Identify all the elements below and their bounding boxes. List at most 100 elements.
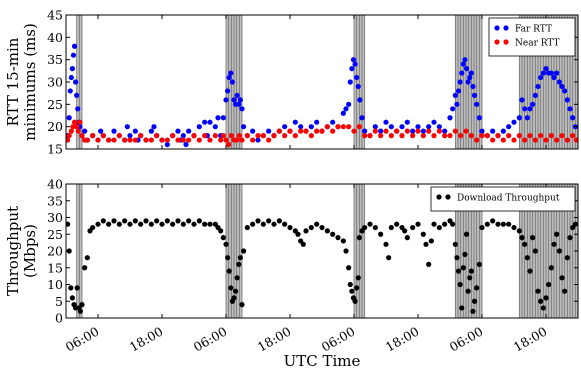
data-point [164,218,170,224]
data-point [471,298,478,304]
data-point [474,137,480,143]
data-point [282,124,288,130]
data-point [223,137,229,143]
data-point [298,128,304,134]
data-point [559,275,565,281]
data-point [100,133,106,139]
data-point [151,124,157,130]
data-point [138,221,144,227]
data-point [532,248,538,254]
data-point [250,137,256,143]
data-point [352,61,358,67]
data-point [527,133,533,139]
y-tick-label: 40 [47,30,63,45]
data-point [535,83,541,90]
data-point [71,119,78,125]
data-point [495,133,501,139]
data-point [79,133,85,139]
data-point [220,235,226,241]
data-points [66,218,578,314]
data-point [468,133,474,139]
data-point [519,235,525,241]
data-point [207,221,213,227]
data-point [319,224,325,231]
legend-label: Download Throughput [457,194,560,204]
data-point [330,128,336,134]
data-point [241,248,247,254]
data-point [354,74,360,81]
data-point [350,57,357,63]
data-point [170,221,176,227]
data-point [543,66,549,72]
data-point [415,124,421,130]
legend-marker [436,194,442,200]
data-point [471,92,478,98]
data-point [191,133,197,139]
data-point [127,133,133,139]
data-point [143,218,149,224]
data-point [308,124,314,130]
data-point [351,128,357,134]
data-point [77,308,83,314]
data-point [106,137,112,143]
data-point [567,235,573,241]
data-point [402,228,408,234]
data-point [543,137,549,143]
data-point [111,137,117,143]
data-point [225,88,231,94]
data-point [183,141,189,148]
y-tick-label: 35 [47,193,63,208]
data-point [455,268,462,274]
data-point [292,119,298,125]
data-point [346,101,352,107]
y-axis-label-line2: (Mbps) [21,224,39,278]
data-point [522,137,528,143]
data-point [228,285,234,291]
data-point [465,288,471,294]
data-point [484,221,490,227]
data-point [244,133,250,139]
data-point [164,141,170,148]
data-point [276,128,282,134]
data-point [186,128,192,134]
data-point [231,97,237,103]
data-point [340,124,346,130]
data-point [420,133,426,139]
data-point [186,218,192,224]
legend-box [488,17,576,57]
x-tick-label: 18:00 [127,324,166,355]
data-point [447,115,453,121]
legend-label: Far RTT [515,25,552,35]
y-axis-label-line2: minimums (ms) [21,23,39,141]
data-point [68,285,74,291]
data-point [532,137,538,143]
data-point [314,128,320,134]
data-point [495,221,501,227]
data-point [223,241,229,247]
data-point [538,133,544,139]
data-point [303,228,309,234]
data-point [388,124,394,130]
data-point [196,124,202,130]
data-point [404,235,410,241]
data-point [74,285,80,291]
data-point [459,305,465,311]
data-point [282,221,288,227]
data-point [356,124,362,130]
data-point [415,128,421,134]
y-tick-label: 15 [47,260,63,275]
data-point [90,133,96,139]
data-point [212,133,218,139]
data-point [470,83,476,90]
data-point [330,231,336,237]
data-point [266,137,272,143]
data-point [175,128,181,134]
data-point [346,265,352,271]
data-point [335,235,341,241]
data-point [180,221,186,227]
data-point [463,128,469,134]
data-point [543,295,549,301]
data-point [532,92,538,98]
x-axis-label: UTC Time [284,352,361,370]
data-point [404,119,410,125]
